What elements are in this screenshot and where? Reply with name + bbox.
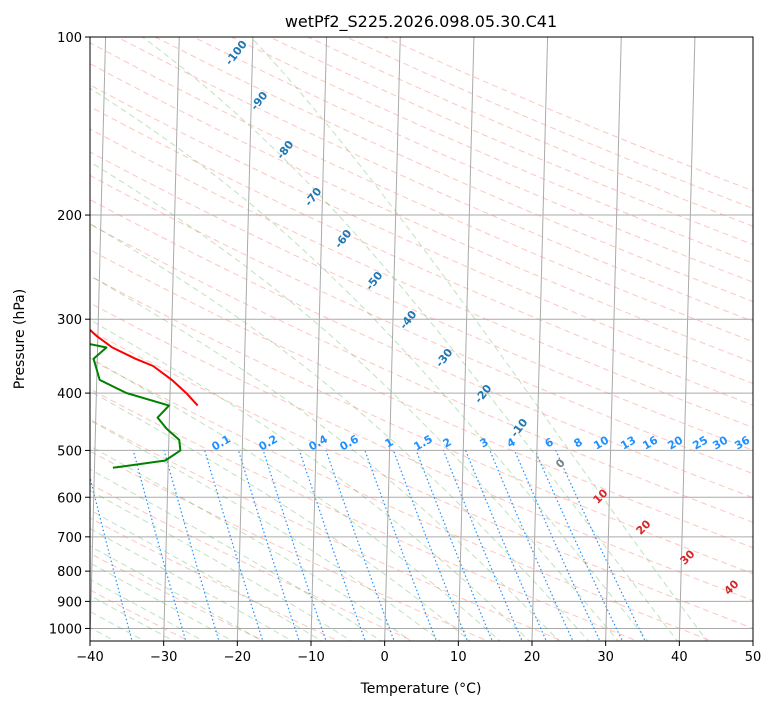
mixing-ratio-line [555,450,646,641]
dry-adiabat [90,302,753,602]
mixing-ratio-line [325,450,395,641]
moist-adiabat [90,161,619,641]
mixing-ratio-line [132,450,187,641]
plot-frame [89,36,754,642]
x-tick-label: 40 [671,650,688,665]
moist-adiabat [90,357,501,641]
moist-adiabat [90,319,531,641]
dry-adiabat [90,450,489,641]
chart-title: wetPf2_S225.2026.098.05.30.C41 [285,12,557,32]
dry-adiabat [90,63,753,363]
x-tick-label: −20 [224,650,251,665]
dry-adiabat [90,589,190,641]
isotherm-line [457,37,475,641]
isotherm-line [531,37,549,641]
mixing-ratio-line [534,450,624,641]
dry-adiabat [90,223,753,523]
y-tick-label: 100 [57,31,82,46]
plot-area: -100-90-80-70-60-50-40-30-20-100.1 0.2 0.4… [90,37,753,641]
dry-adiabat [90,483,415,641]
x-tick-label: −10 [297,650,324,665]
y-tick-label: 1000 [49,622,82,637]
mixing-ratio-line [415,450,493,641]
isotherm-line [90,37,107,641]
moist-adiabat [90,545,264,641]
moist-adiabat [90,489,353,641]
y-tick-label: 900 [57,595,82,610]
mixing-ratio-line [204,450,264,641]
dry-adiabat [90,199,753,499]
isotherm-line [605,37,622,641]
x-tick-label: 30 [597,650,614,665]
x-tick-label: 0 [381,650,389,665]
x-axis-ticks: −40 −30 −20 −10 0 10 20 30 40 50 [76,641,761,665]
moist-adiabat [90,222,590,641]
dry-adiabat [90,358,714,641]
dry-adiabat [90,84,753,385]
moist-adiabat [90,419,442,641]
mixing-ratio-line [163,450,220,641]
moist-adiabat [90,562,234,641]
x-tick-label: 50 [745,650,762,665]
dry-adiabat [155,37,753,303]
y-tick-label: 200 [57,209,82,224]
mixing-ratio-line [364,450,438,641]
moist-adiabat [90,578,205,641]
x-tick-label: −30 [150,650,177,665]
mixing-ratio-line [262,450,327,641]
dry-adiabat [90,552,265,641]
isotherm-line [678,37,696,641]
isotherm-line [163,37,180,641]
y-tick-label: 700 [57,531,82,546]
mixing-ratio-line [90,474,133,641]
moist-adiabat [90,275,560,641]
pressure-grid [90,37,753,629]
x-tick-label: −40 [76,650,103,665]
y-axis-label: Pressure (hPa) [12,289,28,389]
dry-adiabats [90,37,753,641]
y-tick-label: 500 [57,444,82,459]
dewpoint-profile-line [90,343,182,469]
isotherm-line [310,37,328,641]
profile-series [90,328,199,469]
temperature-profile-line [90,328,199,407]
dry-adiabat [90,249,753,549]
moist-adiabat [90,445,412,641]
y-tick-label: 600 [57,491,82,506]
isotherms [90,37,753,641]
dry-adiabat [90,128,753,429]
dry-adiabat [90,388,639,641]
y-tick-label: 400 [57,387,82,402]
moist-adiabat [90,527,294,641]
mixing-ratio-lines [90,450,646,641]
moist-adiabat [250,37,708,641]
x-tick-label: 20 [524,650,541,665]
mixing-ratio-line [392,450,469,641]
x-tick-label: 10 [450,650,467,665]
mixing-ratio-line [237,450,300,641]
y-tick-label: 800 [57,565,82,580]
moist-adiabat [90,87,649,641]
x-axis-label: Temperature (°C) [360,681,482,697]
mixing-ratio-line [298,450,366,641]
dry-adiabat [90,275,753,575]
y-axis-ticks: 100 200 300 400 500 600 700 800 900 1000 [49,31,90,637]
isotherm-line [384,37,401,641]
y-tick-label: 300 [57,313,82,328]
moist-adiabat [90,509,323,641]
dry-adiabat [116,37,753,322]
dry-adiabat [90,151,753,451]
isotherm-line [236,37,254,641]
